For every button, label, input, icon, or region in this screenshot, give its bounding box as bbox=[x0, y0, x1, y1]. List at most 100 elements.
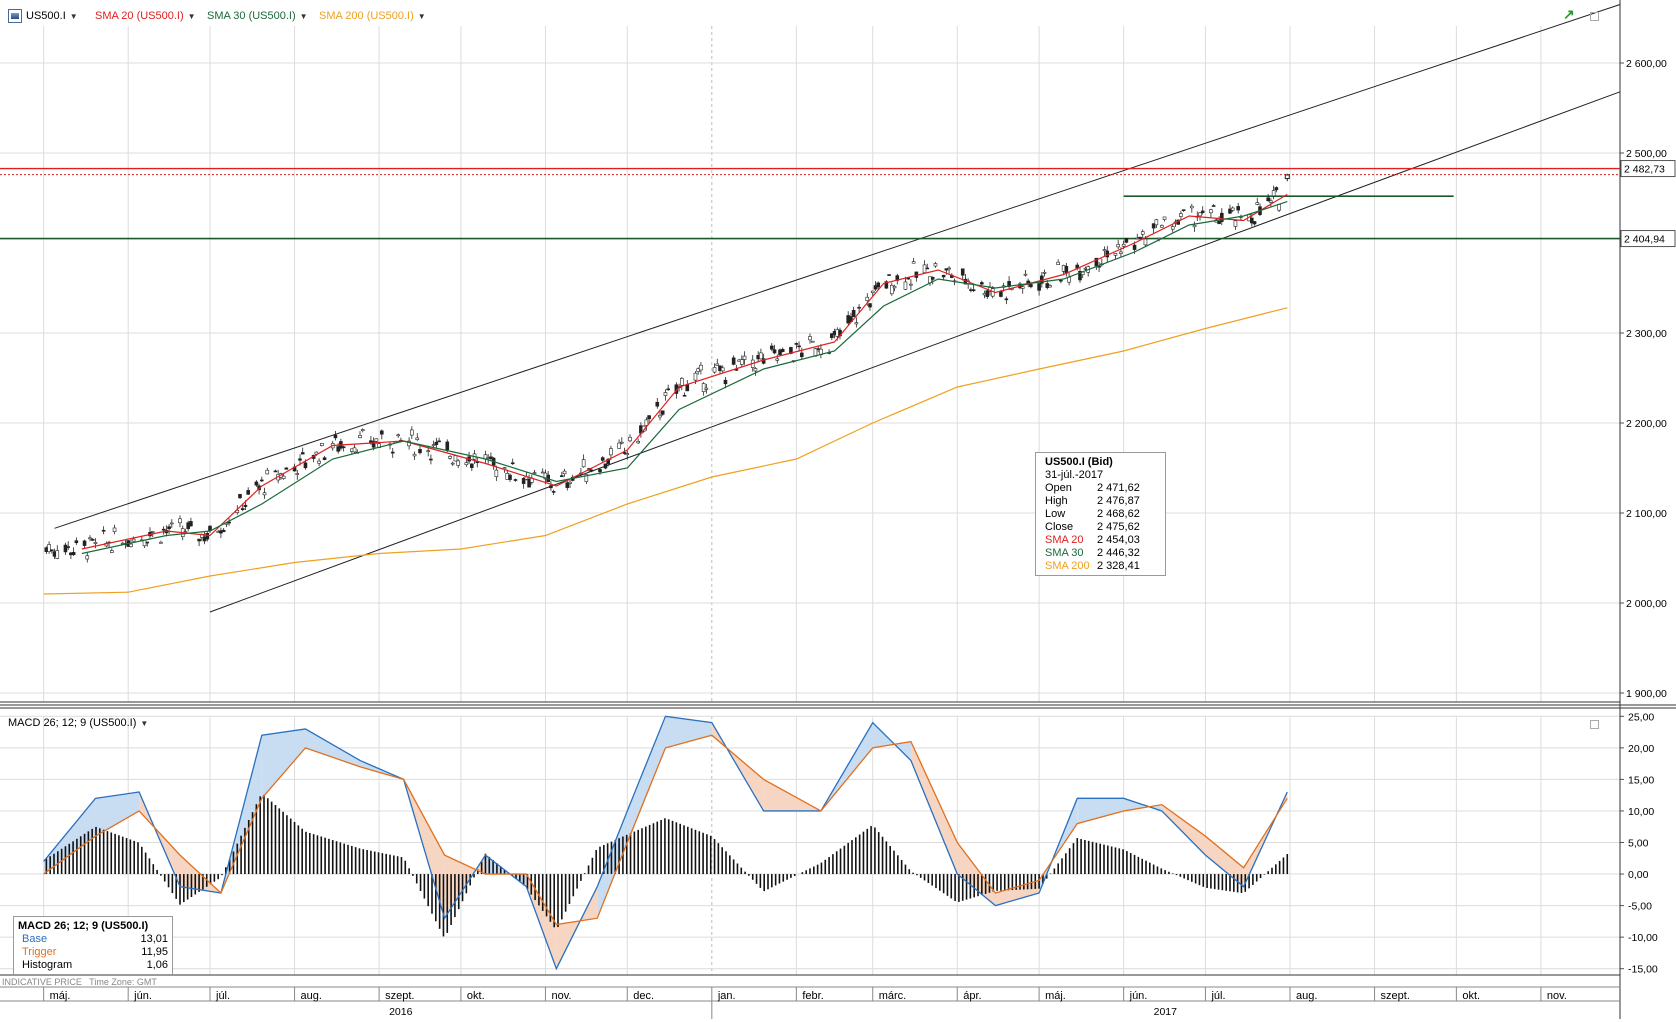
candle-body bbox=[540, 471, 545, 474]
x-axis-month-label: szept. bbox=[1381, 990, 1410, 1002]
candle-body bbox=[254, 481, 259, 486]
candle-body bbox=[770, 345, 774, 350]
macd-y-tick-label: 20,00 bbox=[1628, 743, 1654, 755]
macd-legend-key: Histogram bbox=[22, 959, 73, 971]
candle-body bbox=[551, 491, 556, 493]
candle-body bbox=[884, 281, 889, 289]
candle-body bbox=[944, 268, 949, 271]
candle-body bbox=[159, 541, 163, 544]
candle-body bbox=[999, 291, 1003, 297]
candle-body bbox=[985, 290, 990, 297]
lower-channel-line bbox=[209, 91, 1621, 613]
candle-body bbox=[502, 467, 507, 470]
x-axis-month-label: júl. bbox=[1210, 990, 1225, 1002]
candle-body bbox=[1271, 190, 1276, 197]
macd-fill-band bbox=[305, 728, 360, 767]
candle-body bbox=[131, 538, 136, 542]
indicator-sma30[interactable]: SMA 30 (US500.I) ▼ bbox=[207, 8, 308, 24]
candle-body bbox=[110, 550, 114, 553]
candle-body bbox=[857, 306, 861, 309]
candle-body bbox=[1252, 221, 1257, 225]
candle-body bbox=[1220, 212, 1224, 222]
candle-body bbox=[437, 440, 441, 443]
macd-title[interactable]: MACD 26; 12; 9 (US500.I) bbox=[8, 717, 137, 729]
macd-fill-band bbox=[1161, 804, 1206, 856]
symbol-dropdown-icon[interactable]: ▼ bbox=[69, 11, 78, 21]
candle-body bbox=[693, 372, 698, 381]
macd-fill-band bbox=[261, 728, 306, 799]
sma20-dropdown-icon[interactable]: ▼ bbox=[187, 11, 196, 21]
candle-body bbox=[887, 274, 891, 276]
candle-body bbox=[1151, 223, 1156, 229]
sma200-label[interactable]: SMA 200 (US500.I) bbox=[319, 10, 414, 22]
macd-panel-options-icon[interactable] bbox=[1590, 720, 1599, 729]
candle-body bbox=[851, 309, 856, 317]
candle-body bbox=[636, 440, 640, 444]
candle-body bbox=[1236, 206, 1240, 211]
indicator-sma20[interactable]: SMA 20 (US500.I) ▼ bbox=[95, 8, 196, 24]
candle-body bbox=[655, 401, 660, 407]
candle-body bbox=[295, 473, 300, 475]
candle-body bbox=[90, 539, 95, 541]
candle-body bbox=[71, 551, 76, 556]
candle-body bbox=[1059, 279, 1063, 282]
candle-body bbox=[1097, 265, 1101, 268]
macd-header[interactable]: MACD 26; 12; 9 (US500.I) ▼ bbox=[8, 715, 148, 731]
x-axis-month-label: okt. bbox=[467, 990, 485, 1002]
sma200-line bbox=[43, 307, 1288, 595]
macd-fill-band bbox=[1123, 798, 1162, 811]
macd-fill-band bbox=[1077, 798, 1124, 824]
candle-body bbox=[775, 358, 780, 361]
candle-body bbox=[508, 474, 512, 480]
macd-y-tick-label: -10,00 bbox=[1628, 932, 1658, 944]
x-axis-month-label: dec. bbox=[633, 990, 654, 1002]
candle-body bbox=[336, 446, 340, 452]
info-row: Open 2 471,62 bbox=[1045, 482, 1157, 495]
macd-dropdown-icon[interactable]: ▼ bbox=[140, 718, 149, 728]
panel-options-icon[interactable] bbox=[1590, 12, 1599, 21]
upper-channel-line bbox=[54, 4, 1621, 529]
candle-body bbox=[1113, 253, 1118, 256]
candle-body bbox=[333, 434, 338, 439]
candle-body bbox=[47, 544, 51, 552]
candle-body bbox=[1211, 205, 1216, 207]
candle-body bbox=[759, 352, 763, 360]
candle-body bbox=[617, 442, 621, 449]
macd-legend-row: Trigger 11,95 bbox=[18, 946, 168, 959]
candle-body bbox=[189, 521, 193, 527]
sma200-dropdown-icon[interactable]: ▼ bbox=[417, 11, 426, 21]
candle-body bbox=[161, 528, 166, 531]
price-tag-label: 2 404,94 bbox=[1624, 234, 1665, 246]
candle-body bbox=[281, 475, 286, 479]
candle-body bbox=[800, 352, 804, 358]
candle-body bbox=[1116, 244, 1120, 248]
candle-body bbox=[55, 550, 60, 559]
candle-body bbox=[663, 392, 668, 396]
candle-body bbox=[731, 357, 736, 365]
candle-body bbox=[1064, 265, 1069, 274]
sma30-line bbox=[81, 201, 1288, 555]
macd-fill-band bbox=[910, 741, 958, 875]
sma30-label[interactable]: SMA 30 (US500.I) bbox=[207, 10, 296, 22]
candle-body bbox=[243, 504, 248, 507]
trendline-tool-icon[interactable]: ↗ bbox=[1563, 6, 1575, 22]
indicator-sma200[interactable]: SMA 200 (US500.I) ▼ bbox=[319, 8, 426, 24]
candle-body bbox=[625, 453, 630, 456]
symbol-label[interactable]: US500.I bbox=[26, 10, 66, 22]
candle-body bbox=[1138, 236, 1142, 239]
candle-body bbox=[685, 384, 690, 392]
sma20-label[interactable]: SMA 20 (US500.I) bbox=[95, 10, 184, 22]
macd-fill-band bbox=[43, 798, 96, 875]
macd-legend-row: Histogram 1,06 bbox=[18, 959, 168, 972]
x-axis-year-label: 2017 bbox=[1154, 1006, 1178, 1018]
info-row-value: 2 328,41 bbox=[1097, 560, 1140, 572]
price-y-tick-label: 2 200,00 bbox=[1626, 418, 1667, 430]
macd-y-tick-label: 10,00 bbox=[1628, 806, 1654, 818]
candle-body bbox=[445, 441, 450, 451]
candle-body bbox=[1140, 231, 1145, 235]
sma30-dropdown-icon[interactable]: ▼ bbox=[299, 11, 308, 21]
macd-legend-value: 1,06 bbox=[146, 959, 168, 971]
candle-body bbox=[941, 274, 946, 278]
